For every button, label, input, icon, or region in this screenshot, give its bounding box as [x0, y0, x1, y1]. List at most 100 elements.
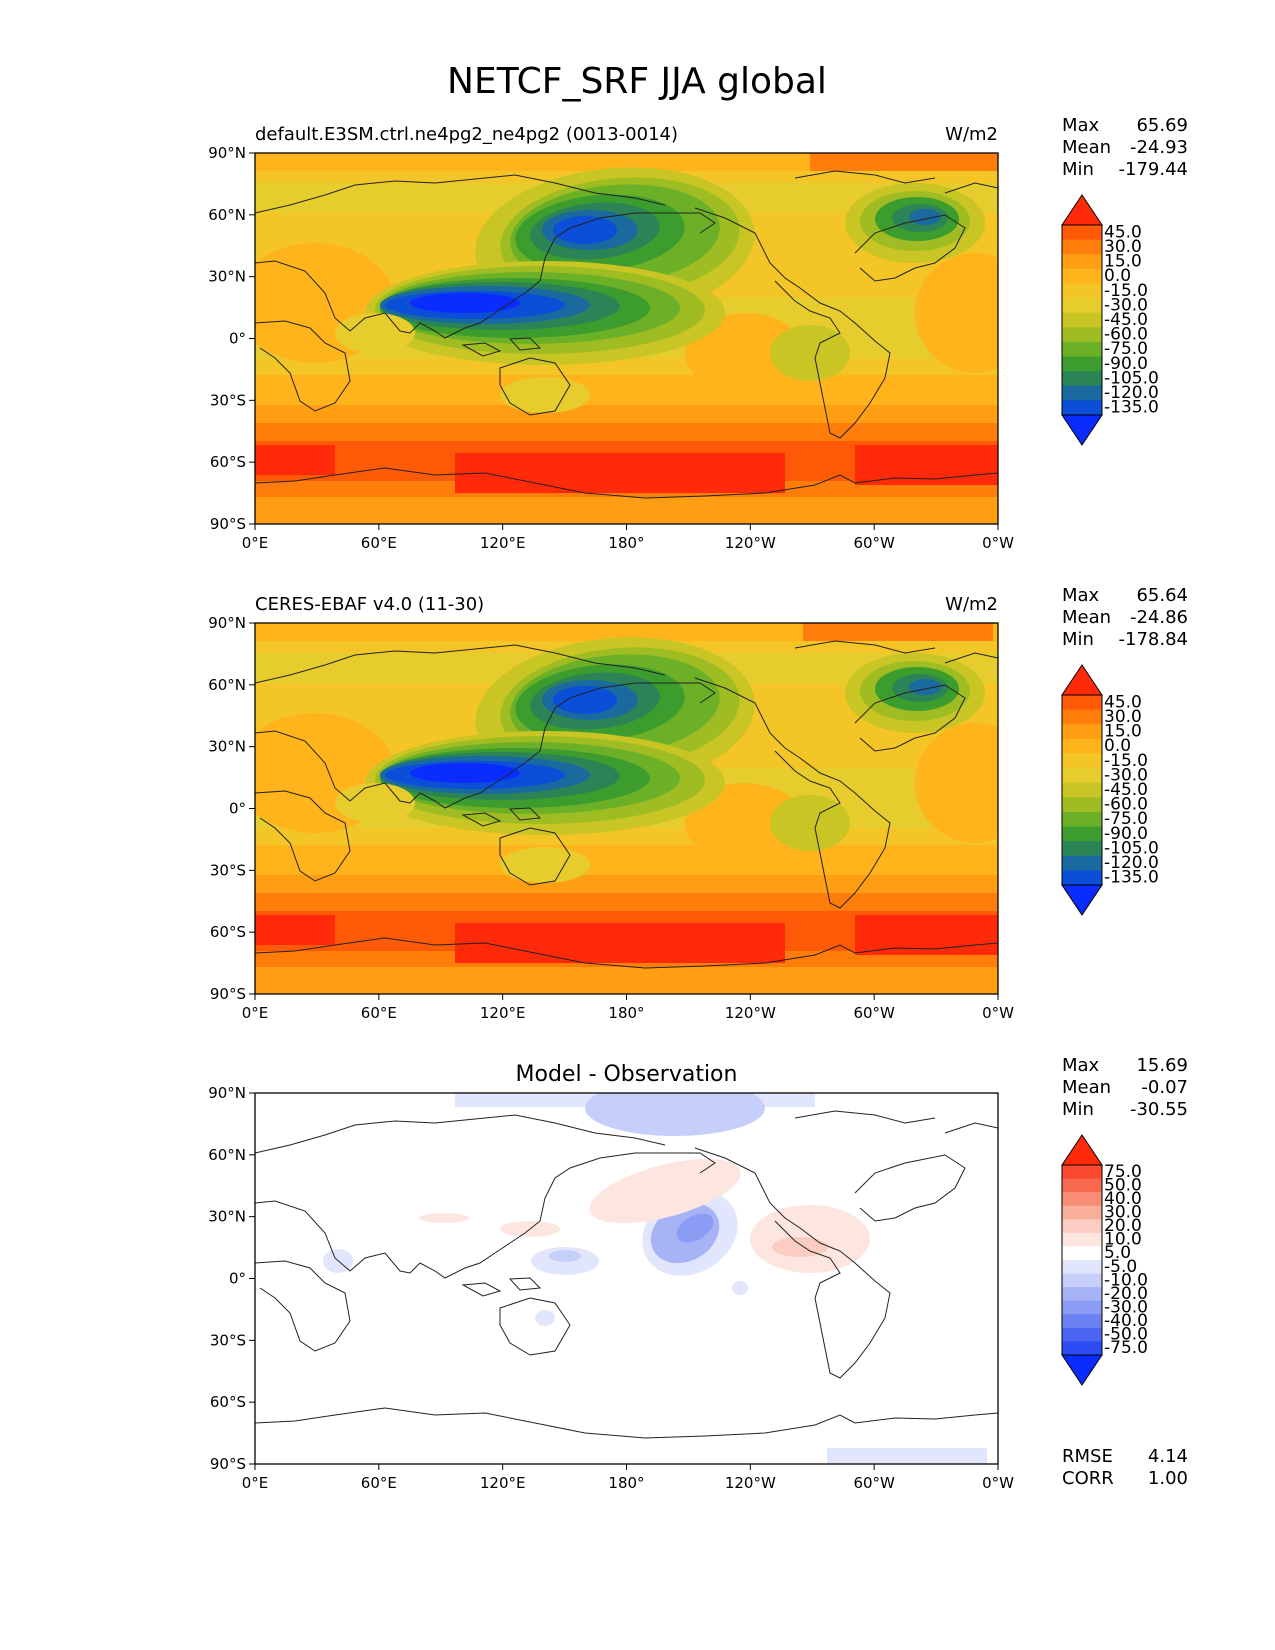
map-field [255, 1093, 998, 1464]
coastline [255, 1114, 666, 1154]
coastline [255, 790, 351, 882]
colorbar-tick-label: 40.0 [1104, 1189, 1142, 1209]
colorbar-segment [1062, 1341, 1102, 1356]
rmse-label: RMSE [1062, 1446, 1113, 1467]
colorbar-segment [1062, 768, 1102, 784]
colorbar-segment [1062, 738, 1102, 755]
x-tick-label: 0°E [242, 1004, 269, 1022]
x-tick-label: 180° [608, 534, 644, 552]
coastline [461, 812, 502, 827]
colorbar-tick-label: 20.0 [1104, 1216, 1142, 1236]
colorbar-segment [1062, 298, 1102, 314]
panel-units: W/m2 [945, 594, 998, 615]
stat-value: 15.69 [1136, 1055, 1188, 1076]
colorbar-segment [1062, 1178, 1102, 1193]
coastline [694, 1147, 891, 1379]
stat-label: Max [1062, 585, 1100, 606]
coastline [255, 320, 351, 412]
x-tick-label: 60°W [853, 534, 895, 552]
x-tick-label: 120°E [480, 1474, 526, 1492]
x-tick-label: 120°W [725, 534, 776, 552]
corr-label: CORR [1062, 1468, 1114, 1489]
coastline [944, 652, 998, 664]
colorbar-tick-label: -60.0 [1104, 795, 1148, 815]
field-contour [589, 1158, 741, 1224]
y-tick-label: 90°S [210, 1455, 246, 1473]
field-band [255, 893, 998, 911]
coastline [944, 182, 998, 194]
colorbar-frame [1061, 1164, 1103, 1356]
y-tick-label: 60°S [210, 1393, 246, 1411]
field-band [255, 845, 998, 875]
colorbar-tick-label: -5.0 [1104, 1257, 1137, 1277]
field-contour [732, 1281, 748, 1295]
colorbar-segment [1062, 870, 1102, 886]
stat-value: 65.69 [1136, 115, 1188, 136]
colorbar-tick-label: 45.0 [1104, 222, 1142, 242]
colorbar-segment [1062, 283, 1102, 299]
field-contour [685, 783, 805, 863]
colorbar-tick-label: -15.0 [1104, 281, 1148, 301]
y-tick-label: 90°N [208, 614, 246, 632]
colorbar: 45.030.015.00.0-15.0-30.0-45.0-60.0-75.0… [1061, 194, 1159, 446]
stat-label: Mean [1062, 607, 1111, 628]
coastline [255, 212, 716, 339]
field-contour [500, 377, 590, 413]
stat-label: Max [1062, 1055, 1100, 1076]
colorbar-tick-label: -75.0 [1104, 339, 1148, 359]
colorbar-tick-label: -60.0 [1104, 325, 1148, 345]
y-tick-label: 60°N [208, 1146, 246, 1164]
colorbar-tick-label: 30.0 [1104, 1203, 1142, 1223]
coastline [255, 1260, 351, 1352]
colorbar-tick-label: -75.0 [1104, 809, 1148, 829]
colorbar-tick-label: -120.0 [1104, 383, 1159, 403]
colorbar-segment [1062, 356, 1102, 372]
x-tick-label: 60°W [853, 1474, 895, 1492]
field-band [255, 967, 998, 994]
field-contour [915, 253, 998, 373]
colorbar-tick-label: -45.0 [1104, 780, 1148, 800]
x-tick-label: 0°W [982, 1474, 1014, 1492]
stat-label: Max [1062, 115, 1100, 136]
coastline [508, 1277, 542, 1291]
y-tick-label: 60°S [210, 923, 246, 941]
y-tick-label: 90°S [210, 515, 246, 533]
colorbar-tick-label: 0.0 [1104, 266, 1131, 286]
field-contour [410, 763, 520, 783]
colorbar-tick-label: -10.0 [1104, 1270, 1148, 1290]
y-tick-label: 30°S [210, 861, 246, 879]
colorbar-tick-label: -30.0 [1104, 295, 1148, 315]
colorbar-segment [1062, 1314, 1102, 1329]
colorbar-segment [1062, 400, 1102, 416]
x-tick-label: 120°W [725, 1474, 776, 1492]
colorbar-tick-label: -90.0 [1104, 824, 1148, 844]
colorbar-segment [1062, 1205, 1102, 1220]
map-field [255, 623, 998, 994]
map-panel: CERES-EBAF v4.0 (11-30) W/m2 0°E 60°E 120°E 1… [208, 585, 1188, 1022]
y-tick-label: 0° [229, 330, 246, 348]
coastline [944, 1122, 998, 1134]
field-contour [676, 1213, 714, 1243]
stat-value: -0.07 [1141, 1077, 1188, 1098]
field-contour [915, 723, 998, 843]
colorbar-max-extend [1061, 194, 1103, 226]
field-contour [535, 1310, 555, 1326]
colorbar-segment [1062, 1165, 1102, 1180]
colorbar-segment [1062, 724, 1102, 740]
colorbar-tick-label: 45.0 [1104, 692, 1142, 712]
rmse-value: 4.14 [1148, 1446, 1188, 1467]
colorbar-segment [1062, 371, 1102, 387]
colorbar-max-extend [1061, 1134, 1103, 1166]
colorbar-segment [1062, 1192, 1102, 1207]
coastline [794, 640, 936, 654]
y-tick-label: 30°N [208, 738, 246, 756]
colorbar-tick-label: -135.0 [1104, 868, 1159, 888]
y-tick-label: 60°N [208, 676, 246, 694]
field-contour [585, 1093, 765, 1136]
field-contour [803, 623, 993, 641]
coastline [794, 1110, 936, 1124]
field-contour [549, 1250, 581, 1262]
colorbar-tick-label: -40.0 [1104, 1311, 1148, 1331]
colorbar-tick-label: -30.0 [1104, 765, 1148, 785]
